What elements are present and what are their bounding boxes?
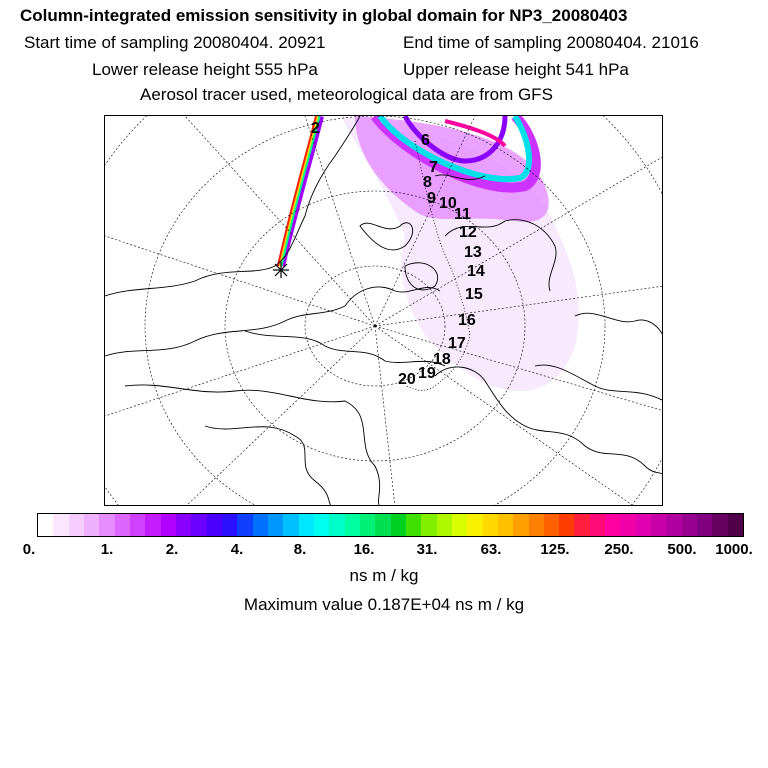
color-scale-swatch xyxy=(83,514,100,536)
day-marker-9: 9 xyxy=(427,190,436,207)
color-scale-swatch xyxy=(313,514,330,536)
color-scale-swatch xyxy=(191,514,207,536)
color-scale-swatch xyxy=(405,514,422,536)
color-scale-bar xyxy=(37,513,744,537)
color-scale-label: 4. xyxy=(230,541,244,558)
release-site-marker xyxy=(273,262,289,278)
color-scale-swatch xyxy=(574,514,590,536)
graticule xyxy=(105,116,662,505)
color-scale-label: 8. xyxy=(293,541,307,558)
coastlines xyxy=(105,116,662,505)
color-scale-swatch xyxy=(283,514,299,536)
day-marker-11: 11 xyxy=(454,206,471,223)
color-scale-swatch xyxy=(68,514,84,536)
color-scale-swatch xyxy=(252,514,268,536)
day-marker-8: 8 xyxy=(423,174,432,191)
day-marker-7: 7 xyxy=(429,159,438,176)
tracer-note: Aerosol tracer used, meteorological data… xyxy=(140,85,553,104)
day-marker-19: 19 xyxy=(418,365,436,382)
trajectory-line xyxy=(404,140,471,391)
color-scale-label: 250. xyxy=(604,541,634,558)
color-scale-swatch xyxy=(53,514,69,536)
color-scale-label: 31. xyxy=(416,541,438,558)
day-marker-20: 20 xyxy=(398,371,416,388)
color-scale-swatch xyxy=(160,514,176,536)
color-scale-swatch xyxy=(145,514,161,536)
day-marker-10: 10 xyxy=(439,195,457,212)
maximum-value: Maximum value 0.187E+04 ns m / kg xyxy=(243,595,525,614)
color-scale-swatch xyxy=(697,514,713,536)
day-marker-16: 16 xyxy=(458,312,476,329)
color-scale-swatch xyxy=(620,514,636,536)
color-scale-label: 125. xyxy=(540,541,570,558)
color-scale-label: 0. xyxy=(22,541,36,558)
color-scale-swatch xyxy=(635,514,652,536)
day-marker-13: 13 xyxy=(464,244,482,261)
color-scale-label: 500. xyxy=(667,541,697,558)
end-time: End time of sampling 20080404. 21016 xyxy=(403,33,699,52)
day-marker-6: 6 xyxy=(421,132,430,149)
color-scale-swatch xyxy=(237,514,253,536)
color-scale-swatch xyxy=(605,514,621,536)
color-scale-swatch xyxy=(390,514,406,536)
color-scale-swatch xyxy=(375,514,391,536)
day-marker-15: 15 xyxy=(465,286,483,303)
polar-map: 2 6 7 8 9 10 11 12 13 14 15 16 17 18 19 … xyxy=(104,115,663,506)
color-scale-swatch xyxy=(421,514,437,536)
day-marker-2: 2 xyxy=(311,120,320,137)
color-scale-swatch xyxy=(38,514,54,536)
color-scale-swatch xyxy=(681,514,698,536)
color-scale-swatch xyxy=(129,514,146,536)
map-svg xyxy=(105,116,662,505)
color-scale-swatch xyxy=(712,514,728,536)
color-scale-swatch xyxy=(221,514,238,536)
color-scale-swatch xyxy=(528,514,544,536)
color-scale-swatch xyxy=(651,514,667,536)
color-scale-swatch xyxy=(727,514,744,536)
color-scale-label: 63. xyxy=(480,541,502,558)
day-marker-14: 14 xyxy=(467,263,485,280)
color-scale-swatch xyxy=(497,514,514,536)
lower-release-height: Lower release height 555 hPa xyxy=(92,60,318,79)
color-scale-swatch xyxy=(99,514,115,536)
color-scale-swatch xyxy=(114,514,130,536)
color-scale-label: 1. xyxy=(100,541,114,558)
color-scale-swatch xyxy=(467,514,483,536)
color-scale-swatch xyxy=(513,514,529,536)
color-scale-swatch xyxy=(451,514,468,536)
color-scale-swatch xyxy=(559,514,575,536)
day-marker-12: 12 xyxy=(459,224,477,241)
day-marker-17: 17 xyxy=(448,335,466,352)
upper-release-height: Upper release height 541 hPa xyxy=(403,60,629,79)
day-marker-18: 18 xyxy=(433,351,451,368)
color-scale-swatch xyxy=(329,514,345,536)
color-scale-swatch xyxy=(482,514,498,536)
color-scale-label: 1000. xyxy=(715,541,753,558)
color-scale-swatch xyxy=(666,514,682,536)
figure-title: Column-integrated emission sensitivity i… xyxy=(20,6,628,25)
color-scale-swatch xyxy=(359,514,376,536)
color-scale-label: 2. xyxy=(165,541,179,558)
color-scale-swatch xyxy=(298,514,314,536)
start-time: Start time of sampling 20080404. 20921 xyxy=(24,33,326,52)
color-scale-swatch xyxy=(344,514,360,536)
color-scale-swatch xyxy=(267,514,284,536)
units-label: ns m / kg xyxy=(349,566,419,585)
sensitivity-plume xyxy=(277,116,579,392)
color-scale-swatch xyxy=(436,514,452,536)
color-scale-swatch xyxy=(543,514,560,536)
color-scale-swatch xyxy=(589,514,606,536)
color-scale-swatch xyxy=(206,514,222,536)
color-scale-label: 16. xyxy=(353,541,375,558)
color-scale-swatch xyxy=(175,514,192,536)
